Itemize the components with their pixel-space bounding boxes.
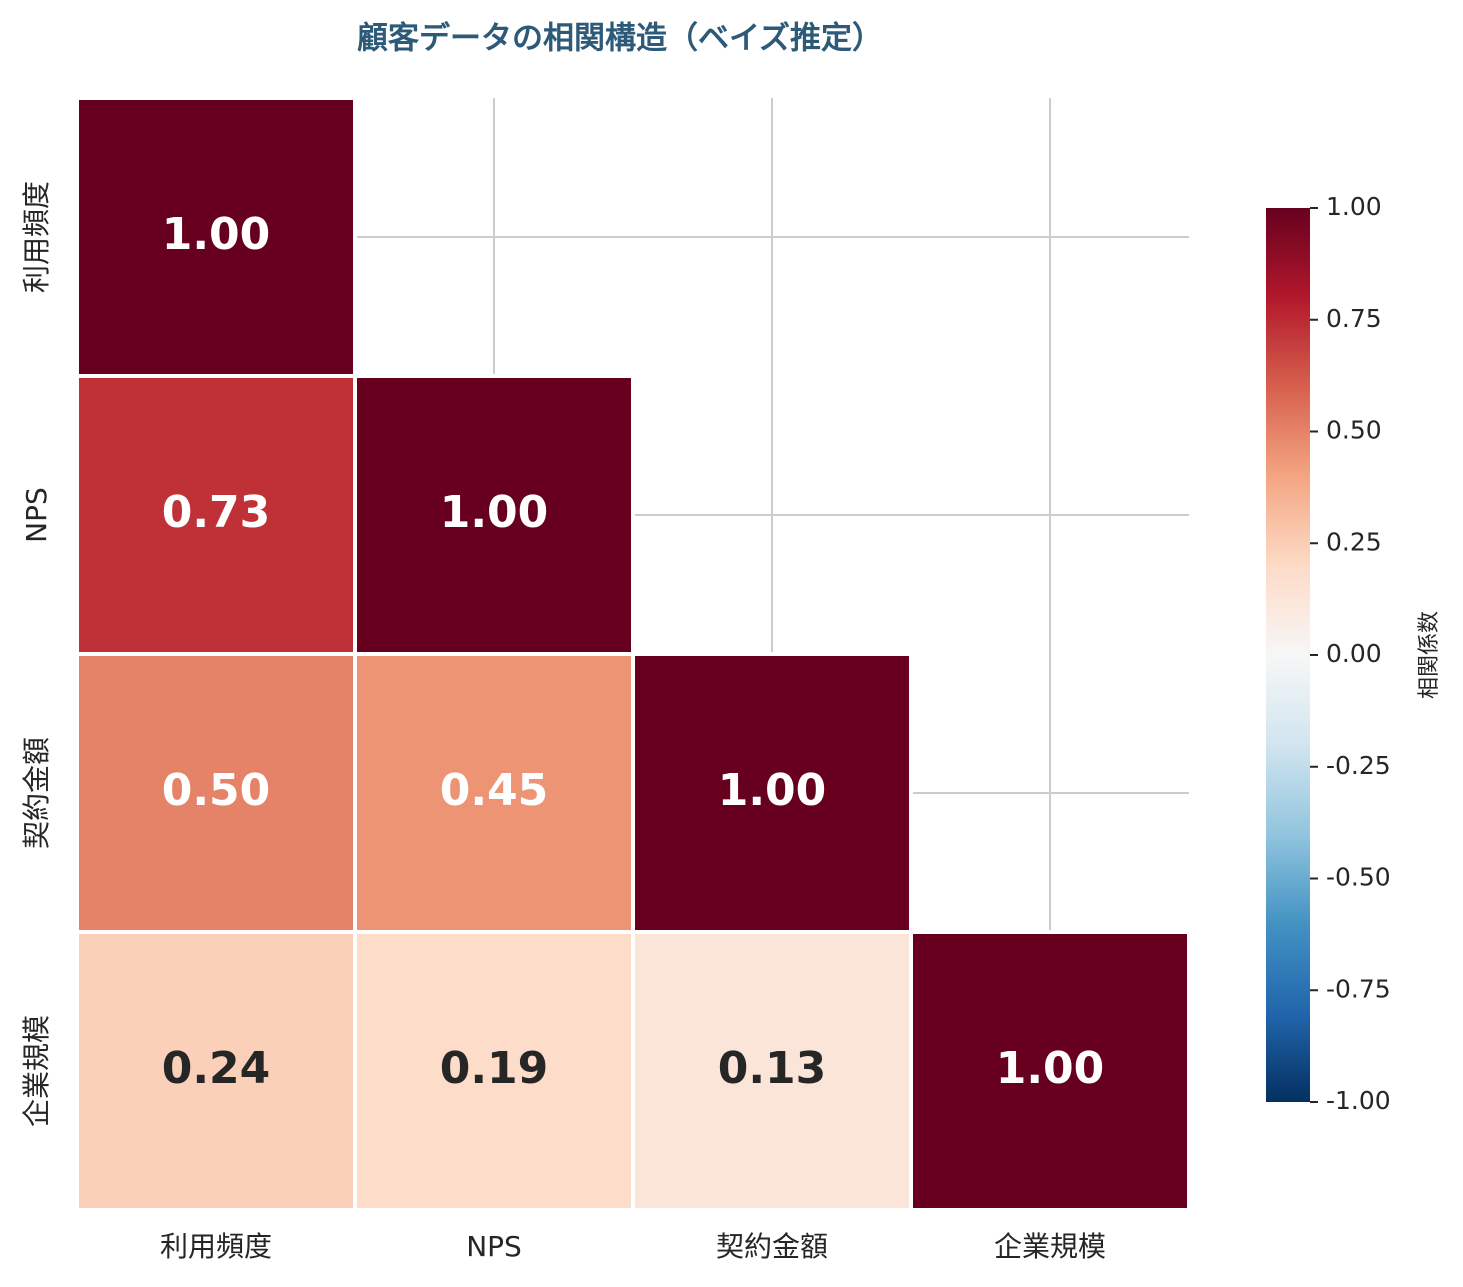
x-tick-label: 利用頻度 (160, 1230, 272, 1263)
heatmap-cell (75, 374, 357, 656)
cell-label: 1.00 (996, 1043, 1105, 1094)
colorbar-label: 相関係数 (1417, 611, 1442, 699)
cell-label: 0.73 (162, 487, 271, 538)
heatmap-cell (75, 96, 357, 378)
chart-title: 顧客データの相関構造（ベイズ推定） (357, 21, 883, 57)
colorbar-tick-label: 0.00 (1326, 639, 1382, 668)
x-tick-label: NPS (466, 1230, 522, 1263)
colorbar-tick-label: 0.25 (1326, 527, 1382, 556)
cell-label: 1.00 (440, 487, 549, 538)
cell-label: 1.00 (718, 765, 827, 816)
colorbar-tick-label: 0.75 (1326, 304, 1382, 333)
cell-label: 0.19 (440, 1043, 549, 1094)
heatmap-cell (75, 930, 357, 1212)
heatmap-cell (631, 930, 913, 1212)
colorbar (1266, 208, 1310, 1102)
heatmap-cell (353, 930, 635, 1212)
heatmap-cell (909, 930, 1191, 1212)
cell-label: 0.45 (440, 765, 549, 816)
colorbar-tick-label: 1.00 (1326, 192, 1382, 221)
heatmap-cell (353, 374, 635, 656)
x-tick-label: 企業規模 (994, 1230, 1106, 1263)
y-tick-label: 利用頻度 (20, 181, 53, 293)
heatmap-cell (631, 652, 913, 934)
x-tick-label: 契約金額 (716, 1230, 828, 1263)
colorbar-tick-label: -0.75 (1326, 974, 1391, 1003)
cell-label: 0.24 (162, 1043, 271, 1094)
colorbar-tick-label: 0.50 (1326, 416, 1382, 445)
colorbar-tick-label: -0.50 (1326, 863, 1391, 892)
cell-label: 0.50 (162, 765, 271, 816)
cell-label: 1.00 (162, 209, 271, 260)
y-tick-label: 契約金額 (20, 737, 53, 849)
y-tick-label: 企業規模 (20, 1015, 53, 1127)
cell-label: 0.13 (718, 1043, 827, 1094)
colorbar-tick-label: -1.00 (1326, 1086, 1391, 1115)
colorbar-tick-label: -0.25 (1326, 751, 1391, 780)
y-tick-label: NPS (20, 487, 53, 543)
